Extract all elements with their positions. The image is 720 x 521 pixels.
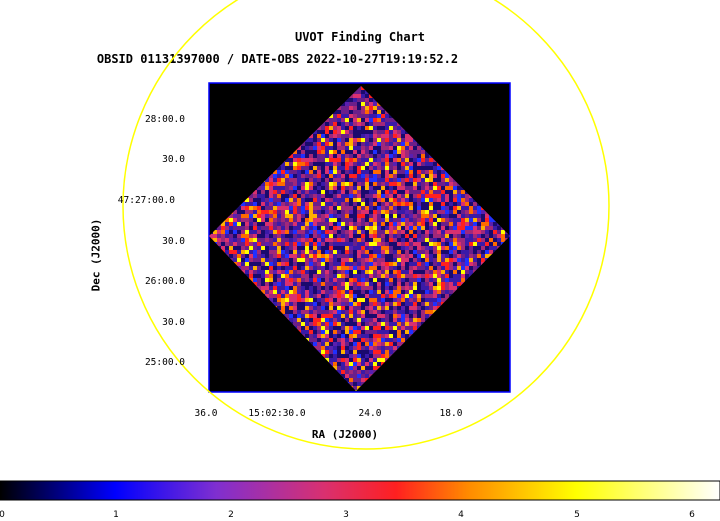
- dec-tick: 30.0: [162, 236, 185, 247]
- colorbar: [0, 480, 720, 501]
- colorbar-tick: 2: [228, 510, 234, 520]
- dec-tick: 47:27:00.0: [117, 195, 175, 206]
- chart-title: UVOT Finding Chart: [294, 30, 426, 44]
- dec-tick: 26:00.0: [144, 276, 185, 287]
- ra-tick: 15:02:30.0: [248, 408, 306, 419]
- colorbar-tick: 1: [113, 510, 119, 520]
- y-axis-label: Dec (J2000): [89, 218, 103, 292]
- ra-tick: 24.0: [358, 408, 382, 419]
- ra-tick: 18.0: [439, 408, 463, 419]
- colorbar-tick: 3: [343, 510, 349, 520]
- dec-tick: 25:00.0: [144, 357, 185, 368]
- ra-tick: 36.0: [194, 408, 218, 419]
- dec-tick: 30.0: [162, 154, 185, 165]
- colorbar-tick: 6: [689, 510, 695, 520]
- colorbar-tick: 4: [458, 510, 464, 520]
- chart-subtitle: OBSID 01131397000 / DATE-OBS 2022-10-27T…: [96, 52, 459, 66]
- region-circle: [122, 0, 610, 450]
- colorbar-tick: 0: [0, 510, 5, 520]
- x-axis-label: RA (J2000): [311, 428, 379, 441]
- colorbar-tick: 5: [574, 510, 580, 520]
- dec-tick: 28:00.0: [144, 114, 185, 125]
- dec-tick: 30.0: [162, 317, 185, 328]
